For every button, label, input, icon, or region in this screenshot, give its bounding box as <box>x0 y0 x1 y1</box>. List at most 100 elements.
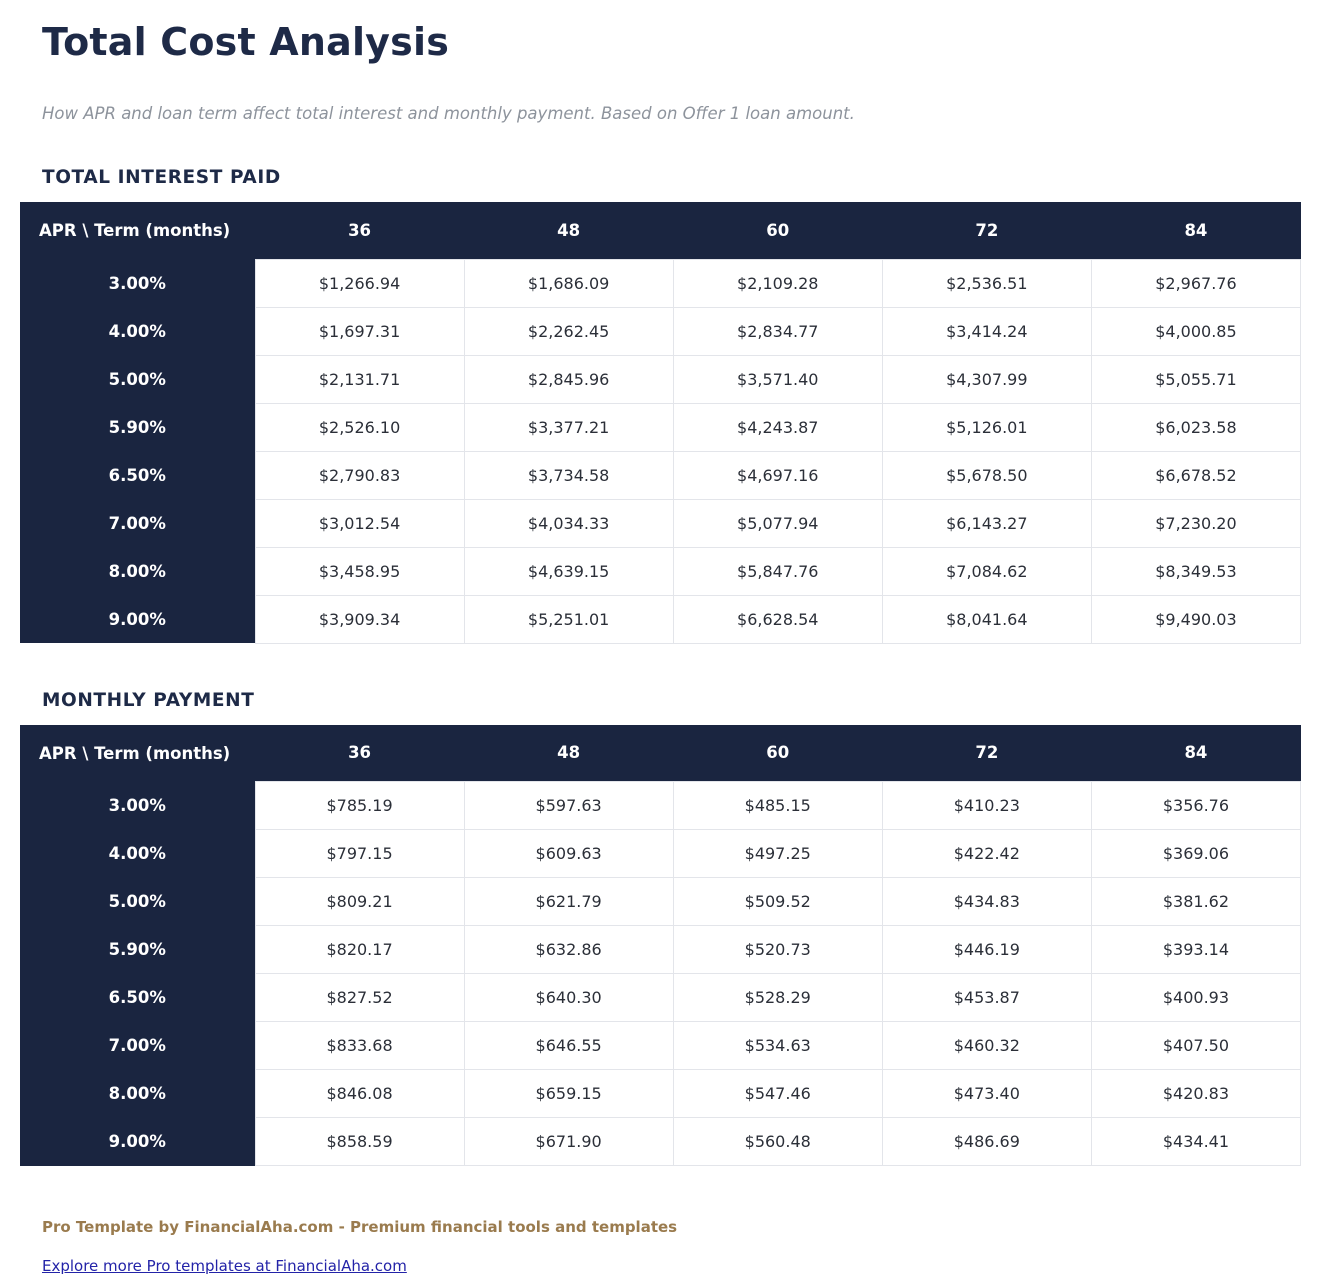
value-cell: $3,458.95 <box>254 546 465 596</box>
value-cell: $1,686.09 <box>463 258 674 308</box>
value-cell: $4,639.15 <box>463 546 674 596</box>
value-cell: $4,034.33 <box>463 498 674 548</box>
term-column-header: 72 <box>882 202 1092 259</box>
value-cell: $497.25 <box>672 829 883 878</box>
value-cell: $4,000.85 <box>1090 306 1302 356</box>
apr-row-header: 8.00% <box>20 547 255 595</box>
table-row: 9.00% $858.59 $671.90 $560.48 $486.69 $434.41 <box>20 1117 1302 1166</box>
apr-row-header: 4.00% <box>20 829 255 878</box>
table-row: 7.00% $3,012.54 $4,034.33 $5,077.94 $6,143.2… <box>20 498 1302 548</box>
value-cell: $485.15 <box>672 781 883 830</box>
value-cell: $6,143.27 <box>881 498 1092 548</box>
value-cell: $809.21 <box>254 877 465 926</box>
table-row: 3.00% $1,266.94 $1,686.09 $2,109.28 $2,536.5… <box>20 258 1302 308</box>
value-cell: $5,077.94 <box>672 498 883 548</box>
apr-row-header: 8.00% <box>20 1069 255 1118</box>
term-column-header: 84 <box>1091 724 1301 782</box>
apr-row-header: 6.50% <box>20 451 255 499</box>
value-cell: $833.68 <box>254 1021 465 1070</box>
value-cell: $534.63 <box>672 1021 883 1070</box>
table-row: 9.00% $3,909.34 $5,251.01 $6,628.54 $8,041.6… <box>20 594 1302 644</box>
apr-row-header: 5.90% <box>20 925 255 974</box>
value-cell: $393.14 <box>1090 925 1302 974</box>
value-cell: $659.15 <box>463 1069 674 1118</box>
value-cell: $671.90 <box>463 1117 674 1166</box>
page-title: Total Cost Analysis <box>42 20 450 64</box>
value-cell: $5,126.01 <box>881 402 1092 452</box>
value-cell: $3,012.54 <box>254 498 465 548</box>
value-cell: $4,243.87 <box>672 402 883 452</box>
apr-row-header: 5.00% <box>20 877 255 926</box>
value-cell: $453.87 <box>881 973 1092 1022</box>
apr-term-corner-header: APR \ Term (months) <box>20 724 255 782</box>
table-row: 4.00% $1,697.31 $2,262.45 $2,834.77 $3,414.2… <box>20 306 1302 356</box>
value-cell: $597.63 <box>463 781 674 830</box>
apr-row-header: 7.00% <box>20 1021 255 1070</box>
footer-explore-link[interactable]: Explore more Pro templates at FinancialA… <box>42 1257 407 1275</box>
value-cell: $4,307.99 <box>881 354 1092 404</box>
table-row: 4.00% $797.15 $609.63 $497.25 $422.42 $369.06 <box>20 829 1302 878</box>
footer-promo-text: Pro Template by FinancialAha.com - Premi… <box>42 1218 678 1236</box>
value-cell: $3,734.58 <box>463 450 674 500</box>
value-cell: $6,628.54 <box>672 594 883 644</box>
value-cell: $5,055.71 <box>1090 354 1302 404</box>
value-cell: $3,377.21 <box>463 402 674 452</box>
value-cell: $460.32 <box>881 1021 1092 1070</box>
value-cell: $520.73 <box>672 925 883 974</box>
value-cell: $9,490.03 <box>1090 594 1302 644</box>
value-cell: $7,084.62 <box>881 546 1092 596</box>
table-row: 8.00% $3,458.95 $4,639.15 $5,847.76 $7,084.6… <box>20 546 1302 596</box>
value-cell: $632.86 <box>463 925 674 974</box>
value-cell: $846.08 <box>254 1069 465 1118</box>
section-title-total-interest: TOTAL INTEREST PAID <box>42 167 281 188</box>
value-cell: $785.19 <box>254 781 465 830</box>
term-column-header: 48 <box>464 202 674 259</box>
value-cell: $2,790.83 <box>254 450 465 500</box>
table-row: 5.90% $2,526.10 $3,377.21 $4,243.87 $5,126.0… <box>20 402 1302 452</box>
apr-row-header: 5.00% <box>20 355 255 403</box>
value-cell: $640.30 <box>463 973 674 1022</box>
value-cell: $473.40 <box>881 1069 1092 1118</box>
value-cell: $486.69 <box>881 1117 1092 1166</box>
value-cell: $420.83 <box>1090 1069 1302 1118</box>
value-cell: $6,678.52 <box>1090 450 1302 500</box>
value-cell: $858.59 <box>254 1117 465 1166</box>
apr-row-header: 3.00% <box>20 259 255 307</box>
apr-row-header: 4.00% <box>20 307 255 355</box>
value-cell: $381.62 <box>1090 877 1302 926</box>
footer: Pro Template by FinancialAha.com - Premi… <box>42 1218 1301 1275</box>
value-cell: $4,697.16 <box>672 450 883 500</box>
value-cell: $8,349.53 <box>1090 546 1302 596</box>
table-row: 6.50% $2,790.83 $3,734.58 $4,697.16 $5,678.5… <box>20 450 1302 500</box>
value-cell: $3,414.24 <box>881 306 1092 356</box>
value-cell: $547.46 <box>672 1069 883 1118</box>
apr-term-corner-header: APR \ Term (months) <box>20 202 255 259</box>
table-row: 5.00% $809.21 $621.79 $509.52 $434.83 $381.62 <box>20 877 1302 926</box>
table-row: 5.90% $820.17 $632.86 $520.73 $446.19 $393.14 <box>20 925 1302 974</box>
monthly-payment-table: APR \ Term (months) 36 48 60 72 84 3.00% $785.… <box>20 724 1302 1166</box>
value-cell: $2,109.28 <box>672 258 883 308</box>
value-cell: $5,678.50 <box>881 450 1092 500</box>
value-cell: $2,262.45 <box>463 306 674 356</box>
page-subtitle: How APR and loan term affect total inter… <box>42 104 855 123</box>
value-cell: $2,834.77 <box>672 306 883 356</box>
value-cell: $2,526.10 <box>254 402 465 452</box>
total-interest-table: APR \ Term (months) 36 48 60 72 84 3.00% $1,26… <box>20 202 1302 644</box>
value-cell: $422.42 <box>881 829 1092 878</box>
value-cell: $509.52 <box>672 877 883 926</box>
apr-row-header: 3.00% <box>20 781 255 830</box>
value-cell: $609.63 <box>463 829 674 878</box>
value-cell: $434.83 <box>881 877 1092 926</box>
value-cell: $2,967.76 <box>1090 258 1302 308</box>
value-cell: $621.79 <box>463 877 674 926</box>
value-cell: $1,266.94 <box>254 258 465 308</box>
section-monthly-payment: MONTHLY PAYMENT APR \ Term (months) 36 48 6… <box>20 689 1302 1166</box>
section-title-monthly-payment: MONTHLY PAYMENT <box>42 689 255 711</box>
value-cell: $3,571.40 <box>672 354 883 404</box>
term-column-header: 60 <box>673 202 883 259</box>
apr-row-header: 7.00% <box>20 499 255 547</box>
term-column-header: 36 <box>255 724 465 782</box>
value-cell: $560.48 <box>672 1117 883 1166</box>
value-cell: $2,131.71 <box>254 354 465 404</box>
